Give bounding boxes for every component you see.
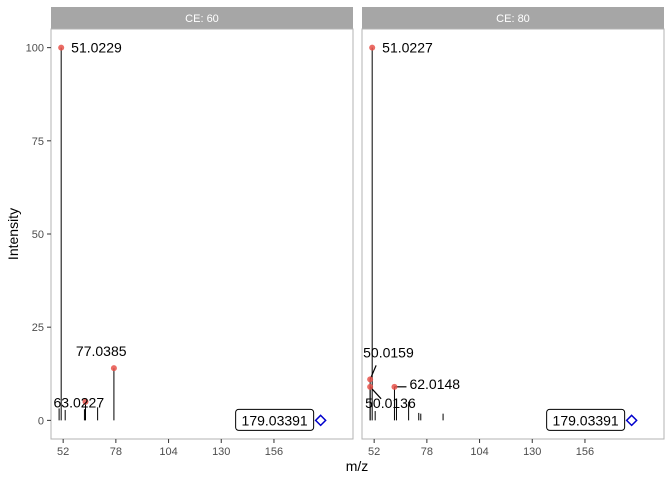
plot-area: 51.0227 50.0159 62.0148 50.0136 179.03391 xyxy=(363,40,638,431)
x-tick-label: 78 xyxy=(421,446,433,458)
peak-point xyxy=(367,383,374,390)
panel-frame xyxy=(361,28,665,440)
precursor-label-box xyxy=(235,408,315,431)
x-tick-label: 156 xyxy=(265,446,283,458)
y-tick-label: 25 xyxy=(32,322,44,334)
precursor-label-box xyxy=(546,408,626,431)
peak-point xyxy=(110,365,117,372)
panel-strip xyxy=(362,7,664,29)
y-axis: 0 25 50 75 100 xyxy=(26,43,51,427)
peak-point xyxy=(58,44,65,51)
y-tick-label: 100 xyxy=(26,43,44,55)
x-tick-label: 156 xyxy=(576,446,594,458)
peak-point xyxy=(369,44,376,51)
peak-label: 63.0227 xyxy=(54,395,105,411)
x-tick-label: 104 xyxy=(159,446,177,458)
x-tick-label: 130 xyxy=(212,446,230,458)
x-tick-label: 104 xyxy=(470,446,488,458)
peak-label: 50.0159 xyxy=(363,344,414,360)
precursor-label: 179.03391 xyxy=(553,412,619,428)
x-axis-title: m/z xyxy=(346,458,369,474)
x-tick-label: 52 xyxy=(368,446,380,458)
x-tick-label: 130 xyxy=(523,446,541,458)
x-axis-panel-1: 52 78 104 130 156 xyxy=(57,439,283,458)
peak-label: 77.0385 xyxy=(76,343,127,359)
peak-point xyxy=(367,376,374,383)
panel-strip xyxy=(51,7,353,29)
x-axis-panel-2: 52 78 104 130 156 xyxy=(368,439,594,458)
peak-label: 62.0148 xyxy=(409,376,460,392)
panel-ce-60: CE: 60 51.0229 63.0227 77.0385 179.03391 xyxy=(50,7,354,440)
peak-label: 50.0136 xyxy=(365,395,416,411)
panel-strip-label: CE: 60 xyxy=(185,13,219,25)
precursor-label: 179.03391 xyxy=(242,412,308,428)
precursor-marker xyxy=(625,414,638,427)
x-tick-label: 52 xyxy=(57,446,69,458)
y-axis-title: Intensity xyxy=(5,208,21,260)
plot-area: 51.0229 63.0227 77.0385 179.03391 xyxy=(54,40,327,431)
panel-ce-80: CE: 80 51.0227 50.0159 62.0148 50.0136 179.0… xyxy=(361,7,665,440)
peak-point xyxy=(391,383,398,390)
peak-label: 51.0227 xyxy=(382,40,433,56)
peak-label: 51.0229 xyxy=(71,40,122,56)
panel-strip-label: CE: 80 xyxy=(496,13,530,25)
precursor-marker xyxy=(314,414,327,427)
peak-point xyxy=(82,398,89,405)
y-tick-label: 0 xyxy=(38,415,44,427)
y-tick-label: 75 xyxy=(32,136,44,148)
y-tick-label: 50 xyxy=(32,229,44,241)
x-tick-label: 78 xyxy=(110,446,122,458)
